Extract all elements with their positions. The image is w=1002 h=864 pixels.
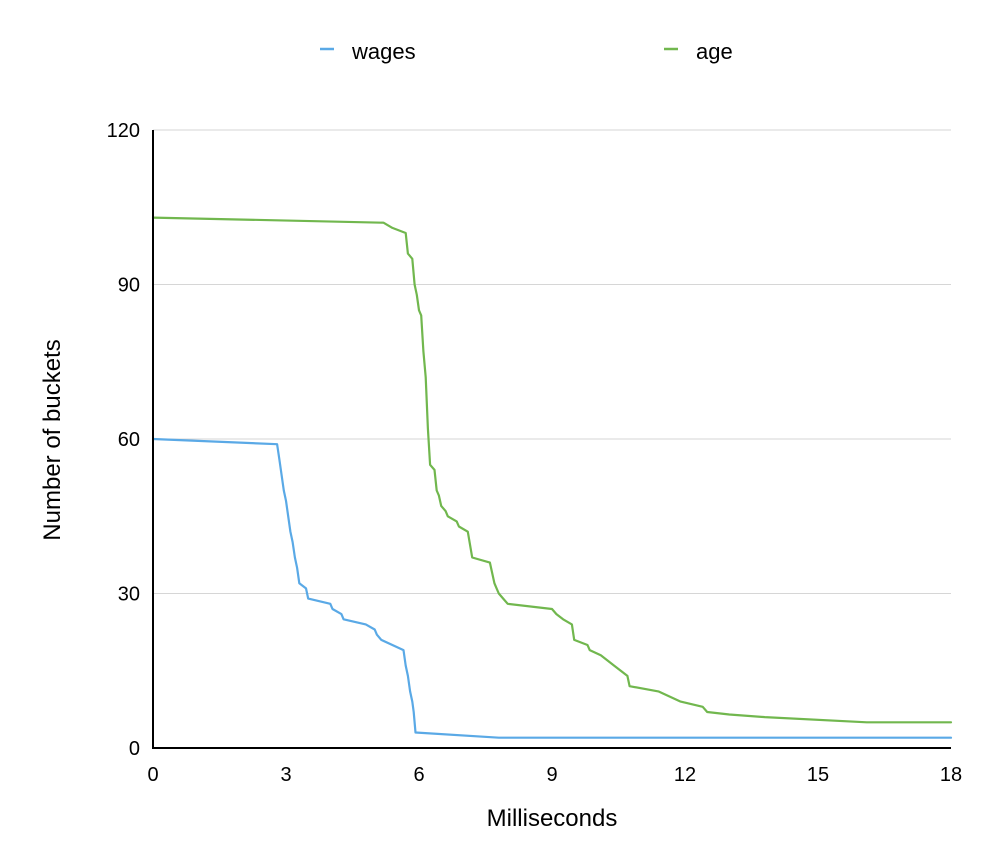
legend-label-age: age [696,39,733,64]
y-tick-label: 30 [118,584,140,606]
x-tick-label: 3 [280,764,291,786]
series-line-wages [151,437,953,739]
y-axis-title: Number of buckets [39,339,66,540]
legend: wages age [320,39,733,64]
x-axis-title: Milliseconds [487,805,618,832]
x-tick-label: 9 [546,764,557,786]
x-tick-label: 6 [413,764,424,786]
y-tick-label: 120 [107,120,140,142]
x-tick-label: 18 [940,764,962,786]
series-line-age [151,216,953,724]
gridlines [153,129,951,594]
x-tick-label: 0 [147,764,158,786]
y-tick-labels: 0 30 60 90 120 [107,120,140,760]
series-lines [151,216,953,739]
x-tick-label: 15 [807,764,829,786]
y-tick-label: 0 [129,738,140,760]
x-tick-labels: 0 3 6 9 12 15 18 [147,764,962,786]
legend-label-wages: wages [351,39,416,64]
x-tick-label: 12 [674,764,696,786]
axes [152,130,951,749]
y-tick-label: 60 [118,429,140,451]
y-tick-label: 90 [118,275,140,297]
